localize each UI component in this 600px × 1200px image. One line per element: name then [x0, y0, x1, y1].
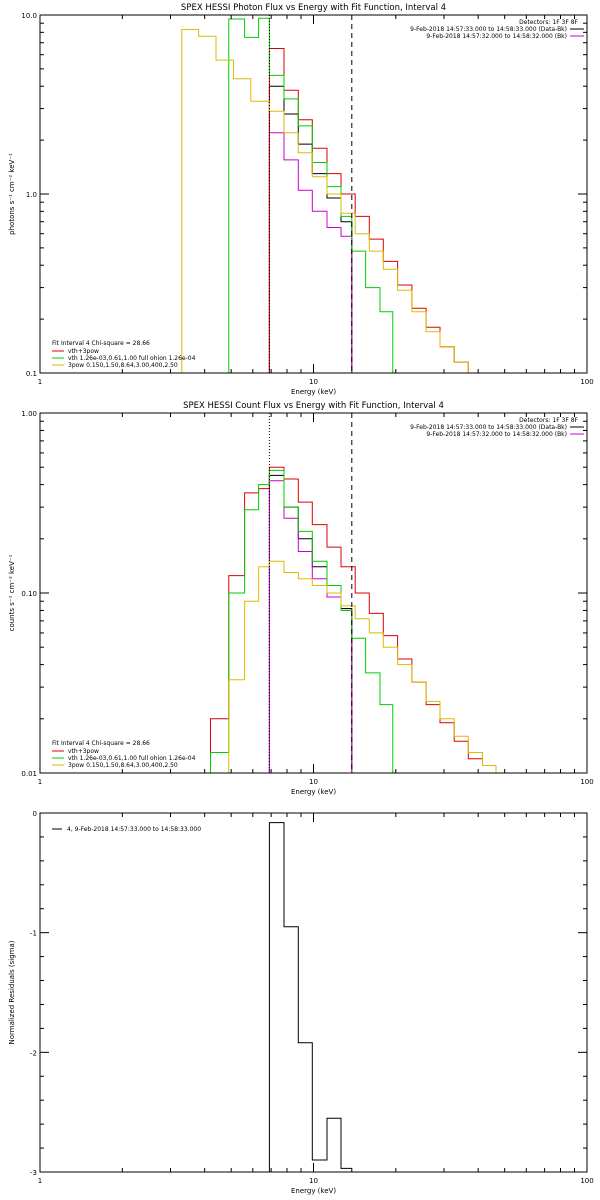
chart-panel-2: 1 10 100 0.01 0.10 1.00 SPEX HESSI Count Flux … [8, 401, 594, 796]
x-axis-label: Energy (keV) [291, 1187, 336, 1195]
legend-header: Detectors: 1F 3F 8F [519, 417, 578, 424]
plot-frame [39, 14, 588, 374]
y-axis-label: Normalized Residuals (sigma) [8, 940, 16, 1044]
legend-fit-header: Fit Interval 4 Chi-square = 28.66 [52, 740, 150, 747]
legend-entry-label: vth+3pow [68, 348, 99, 355]
legend-entry-label: 9-Feb-2018 14:57:32.000 to 14:58:32.000 … [426, 431, 567, 438]
y-axis-label: photons s⁻¹ cm⁻² keV⁻¹ [8, 153, 16, 235]
plot-series-group [210, 466, 497, 773]
x-tick-label: 100 [580, 378, 593, 386]
legend-fit-header: Fit Interval 4 Chi-square = 28.66 [52, 340, 150, 347]
series-line-2 [268, 132, 353, 373]
y-tick-label: 0 [33, 810, 37, 818]
legend-entry-label: vth 1.26e-03,0.61,1.00 full ohion 1.26e-… [68, 355, 196, 362]
plot-frame [39, 812, 588, 1173]
series-line-1 [268, 85, 353, 373]
x-tick-label: 10 [309, 1177, 318, 1185]
y-tick-label: -1 [30, 930, 37, 938]
legend-entry-label: 3pow 0.150,1.50,8.64,3.00,400,2.50 [68, 762, 178, 769]
x-tick-label: 1 [38, 378, 42, 386]
series-line-2 [268, 480, 353, 773]
y-tick-label: 1.0 [26, 191, 37, 199]
chart-panel-1: 1 10 100 0.1 1.0 10.0 SPEX HESSI Photon Flux v… [8, 3, 594, 396]
legend-entry-label: 4, 9-Feb-2018 14:57:33.000 to 14:58:33.0… [67, 826, 201, 833]
series-line-1 [268, 474, 353, 773]
y-tick-label: 0.01 [21, 770, 37, 778]
legend-entry-label: 9-Feb-2018 14:57:32.000 to 14:58:32.000 … [426, 33, 567, 40]
plot-series-group [181, 17, 483, 373]
y-tick-label: 0.1 [26, 370, 37, 378]
chart-title: SPEX HESSI Count Flux vs Energy with Fit… [183, 401, 444, 411]
series-line-4 [228, 17, 394, 373]
series-line-3 [268, 48, 483, 373]
x-tick-label: 1 [38, 778, 42, 786]
series-line-5 [181, 29, 483, 373]
series-line-3 [210, 466, 497, 773]
legend-header: Detectors: 1F 3F 8F [519, 19, 578, 26]
legend-entry-label: 9-Feb-2018 14:57:33.000 to 14:58:33.000 … [410, 26, 567, 33]
x-tick-label: 10 [309, 378, 318, 386]
legend-entry-label: vth+3pow [68, 748, 99, 755]
chart-title: SPEX HESSI Photon Flux vs Energy with Fi… [181, 3, 446, 13]
plot-series-group [268, 822, 353, 1172]
y-tick-label: 0.10 [21, 590, 37, 598]
x-tick-label: 100 [580, 1177, 593, 1185]
plot-frame [39, 412, 588, 774]
series-line-4 [210, 469, 394, 773]
series-line-1 [268, 822, 353, 1172]
x-tick-label: 10 [309, 778, 318, 786]
legend-entry-label: vth 1.26e-03,0.61,1.00 full ohion 1.26e-… [68, 755, 196, 762]
legend-entry-label: 3pow 0.150,1.50,8.64,3.00,400,2.50 [68, 362, 178, 369]
legend-entry-label: 9-Feb-2018 14:57:33.000 to 14:58:33.000 … [410, 424, 567, 431]
y-axis-label: counts s⁻¹ cm⁻² keV⁻¹ [8, 554, 16, 631]
y-tick-label: -2 [30, 1049, 37, 1057]
x-tick-label: 1 [38, 1177, 42, 1185]
y-tick-label: 1.00 [21, 410, 37, 418]
y-tick-label: 10.0 [21, 12, 37, 20]
chart-panel-3: 1 10 100 0 -1 -2 -3 Energy (keV) Normalized Resi… [8, 810, 594, 1195]
x-tick-label: 100 [580, 778, 593, 786]
x-axis-label: Energy (keV) [291, 788, 336, 796]
y-tick-label: -3 [30, 1169, 37, 1177]
x-axis-label: Energy (keV) [291, 388, 336, 396]
